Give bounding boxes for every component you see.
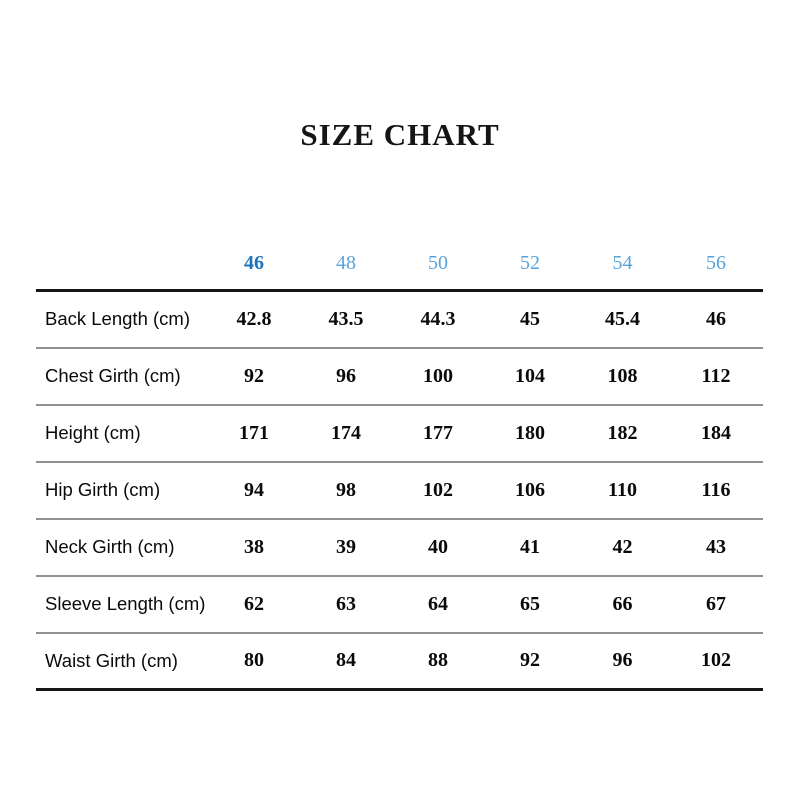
- row-label: Back Length (cm): [45, 308, 190, 330]
- cell-value: 43.5: [328, 307, 364, 330]
- cell-value: 112: [701, 364, 731, 387]
- table-row-neck-girth: Neck Girth (cm) 38 39 40 41 42 43: [36, 519, 763, 576]
- cell-value: 43: [706, 535, 726, 558]
- size-tab-56[interactable]: 56: [706, 252, 726, 274]
- size-tab-50[interactable]: 50: [428, 252, 448, 274]
- size-chart-table: 46 48 50 52 54 56 Back Length (cm) 42.8 …: [36, 244, 763, 691]
- size-header-row: 46 48 50 52 54 56: [36, 244, 763, 291]
- cell-value: 44.3: [420, 307, 456, 330]
- cell-value: 41: [520, 535, 540, 558]
- cell-value: 38: [244, 535, 264, 558]
- cell-value: 116: [701, 478, 731, 501]
- row-label: Neck Girth (cm): [45, 536, 175, 557]
- cell-value: 106: [515, 478, 545, 501]
- row-label: Hip Girth (cm): [45, 479, 161, 500]
- cell-value: 88: [428, 649, 448, 672]
- cell-value: 108: [607, 364, 638, 387]
- cell-value: 67: [706, 592, 726, 615]
- table-row-sleeve-length: Sleeve Length (cm) 62 63 64 65 66 67: [36, 576, 763, 633]
- table-row-waist-girth: Waist Girth (cm) 80 84 88 92 96 102: [36, 633, 763, 690]
- cell-value: 65: [520, 592, 540, 615]
- cell-value: 102: [701, 649, 731, 672]
- cell-value: 184: [701, 421, 731, 444]
- cell-value: 102: [423, 478, 453, 501]
- cell-value: 174: [331, 421, 361, 444]
- row-label: Waist Girth (cm): [45, 649, 178, 671]
- cell-value: 63: [336, 592, 356, 615]
- cell-value: 110: [608, 478, 637, 501]
- row-label: Sleeve Length (cm): [45, 593, 206, 614]
- cell-value: 62: [244, 592, 264, 615]
- table-row-hip-girth: Hip Girth (cm) 94 98 102 106 110 116: [36, 462, 763, 519]
- cell-value: 171: [239, 421, 269, 444]
- table-row-height: Height (cm) 171 174 177 180 182 184: [36, 405, 763, 462]
- cell-value: 94: [244, 478, 264, 501]
- cell-value: 45: [520, 307, 540, 330]
- cell-value: 92: [520, 649, 540, 672]
- cell-value: 66: [612, 592, 633, 615]
- size-tab-52[interactable]: 52: [520, 252, 540, 274]
- size-tab-54[interactable]: 54: [612, 252, 633, 274]
- cell-value: 96: [336, 364, 356, 387]
- cell-value: 100: [423, 364, 453, 387]
- cell-value: 39: [336, 535, 356, 558]
- size-tab-48[interactable]: 48: [336, 252, 356, 274]
- cell-value: 177: [423, 421, 453, 444]
- cell-value: 98: [336, 478, 356, 501]
- table-row-chest-girth: Chest Girth (cm) 92 96 100 104 108 112: [36, 348, 763, 405]
- cell-value: 96: [612, 649, 633, 672]
- page-title: SIZE CHART: [300, 117, 500, 152]
- row-label: Chest Girth (cm): [45, 365, 181, 386]
- size-tab-46[interactable]: 46: [244, 252, 264, 274]
- cell-value: 104: [515, 364, 545, 387]
- cell-value: 40: [428, 535, 448, 558]
- cell-value: 92: [244, 364, 264, 387]
- cell-value: 46: [706, 307, 726, 330]
- cell-value: 64: [428, 592, 448, 615]
- cell-value: 42.8: [236, 307, 272, 330]
- cell-value: 84: [336, 649, 356, 672]
- table-row-back-length: Back Length (cm) 42.8 43.5 44.3 45 45.4 …: [36, 291, 763, 348]
- row-label: Height (cm): [45, 422, 141, 443]
- cell-value: 180: [515, 421, 545, 444]
- cell-value: 45.4: [605, 307, 640, 330]
- header-corner-cell: [36, 244, 208, 291]
- cell-value: 182: [607, 421, 638, 444]
- cell-value: 80: [244, 649, 264, 672]
- cell-value: 42: [612, 535, 633, 558]
